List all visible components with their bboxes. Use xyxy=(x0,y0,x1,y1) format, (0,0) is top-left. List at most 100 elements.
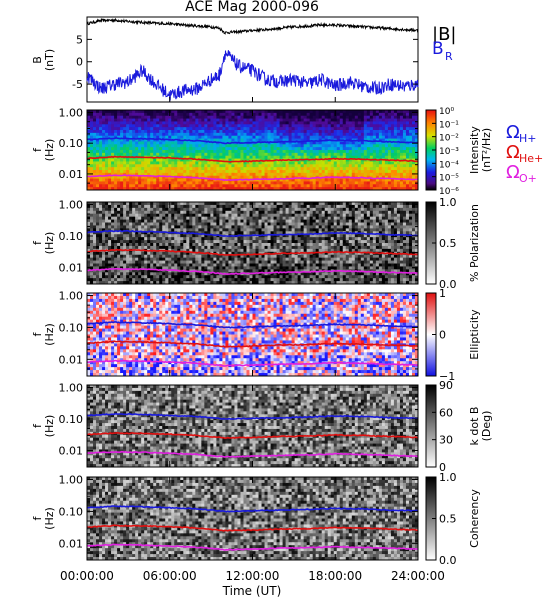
heatmap-cell xyxy=(156,184,160,188)
heatmap-cell xyxy=(336,115,341,119)
heatmap-cell xyxy=(255,225,259,229)
heatmap-cell xyxy=(147,237,151,241)
heatmap-cell xyxy=(345,167,350,171)
heatmap-cell xyxy=(384,184,389,188)
heatmap-cell xyxy=(348,147,353,151)
heatmap-cell xyxy=(246,135,250,139)
heatmap-cell xyxy=(408,118,413,122)
heatmap-cell xyxy=(189,207,193,212)
heatmap-cell xyxy=(252,155,256,159)
heatmap-cell xyxy=(141,167,145,171)
heatmap-cell xyxy=(213,237,217,241)
heatmap-cell xyxy=(135,213,139,218)
heatmap-cell xyxy=(102,158,106,162)
heatmap-cell xyxy=(414,132,419,137)
heatmap-cell xyxy=(393,155,398,159)
heatmap-cell xyxy=(231,161,235,165)
heatmap-cell xyxy=(180,152,184,157)
heatmap-cell xyxy=(408,184,413,188)
heatmap-cell xyxy=(240,281,244,285)
heatmap-cell xyxy=(240,150,244,154)
heatmap-cell xyxy=(135,269,139,273)
heatmap-cell xyxy=(345,141,350,145)
heatmap-cell xyxy=(165,234,169,238)
heatmap-cell xyxy=(393,110,398,114)
heatmap-cell xyxy=(270,204,274,209)
heatmap-cell xyxy=(282,178,286,182)
heatmap-cell xyxy=(156,202,160,206)
heatmap-cell xyxy=(201,266,205,270)
heatmap-cell xyxy=(396,112,401,117)
heatmap-cell xyxy=(102,121,106,125)
heatmap-cell xyxy=(201,275,205,279)
heatmap-cell xyxy=(222,237,226,241)
heatmap-cell xyxy=(342,150,347,154)
heatmap-cell xyxy=(123,115,127,119)
heatmap-cell xyxy=(222,132,226,137)
heatmap-cell xyxy=(168,144,172,148)
heatmap-cell xyxy=(135,219,139,223)
heatmap-cell xyxy=(162,152,166,157)
heatmap-cell xyxy=(267,187,271,191)
heatmap-cell xyxy=(381,118,386,122)
heatmap-cell xyxy=(390,135,395,139)
heatmap-cell xyxy=(402,144,407,148)
heatmap-cell xyxy=(159,222,163,226)
heatmap-cell xyxy=(141,158,145,162)
heatmap-cell xyxy=(156,243,160,247)
heatmap-cell xyxy=(93,132,97,137)
heatmap-cell xyxy=(177,167,181,171)
heatmap-cell xyxy=(276,187,280,191)
heatmap-cell xyxy=(99,257,103,261)
heatmap-cell xyxy=(354,178,359,182)
heatmap-cell xyxy=(255,130,259,134)
heatmap-cell xyxy=(111,272,115,276)
heatmap-cell xyxy=(282,222,286,226)
heatmap-cell xyxy=(399,135,404,139)
heatmap-cell xyxy=(195,187,199,191)
heatmap-cell xyxy=(225,121,229,125)
heatmap-cell xyxy=(219,135,223,139)
heatmap-cell xyxy=(279,231,283,235)
heatmap-cell xyxy=(144,204,148,209)
heatmap-cell xyxy=(276,207,280,212)
heatmap-cell xyxy=(159,150,163,154)
heatmap-cell xyxy=(114,210,118,215)
heatmap-cell xyxy=(273,234,277,238)
heatmap-cell xyxy=(165,164,169,168)
heatmap-cell xyxy=(273,260,277,264)
heatmap-cell xyxy=(126,213,130,218)
heatmap-cell xyxy=(198,272,202,276)
heatmap-cell xyxy=(318,112,323,117)
heatmap-cell xyxy=(213,278,217,282)
heatmap-cell xyxy=(231,167,235,171)
heatmap-cell xyxy=(129,234,133,238)
heatmap-cell xyxy=(243,269,247,273)
heatmap-cell xyxy=(369,187,374,191)
heatmap-cell xyxy=(414,150,419,154)
heatmap-cell xyxy=(210,269,214,273)
heatmap-cell xyxy=(222,147,226,151)
heatmap-cell xyxy=(369,138,374,142)
heatmap-cell xyxy=(156,231,160,235)
heatmap-cell xyxy=(273,207,277,212)
heatmap-cell xyxy=(393,147,398,151)
heatmap-cell xyxy=(405,115,410,119)
heatmap-cell xyxy=(87,147,91,151)
heatmap-cell xyxy=(87,124,91,128)
heatmap-cell xyxy=(351,110,356,114)
heatmap-cell xyxy=(186,272,190,276)
heatmap-cell xyxy=(99,121,103,125)
heatmap-cell xyxy=(186,237,190,241)
heatmap-cell xyxy=(93,263,97,267)
heatmap-cell xyxy=(372,187,377,191)
heatmap-cell xyxy=(141,141,145,145)
heatmap-cell xyxy=(156,228,160,232)
heatmap-cell xyxy=(120,172,124,177)
heatmap-cell xyxy=(252,175,256,179)
heatmap-cell xyxy=(240,222,244,226)
heatmap-cell xyxy=(135,234,139,238)
heatmap-cell xyxy=(147,130,151,134)
heatmap-cell xyxy=(273,213,277,218)
heatmap-cell xyxy=(114,254,118,259)
